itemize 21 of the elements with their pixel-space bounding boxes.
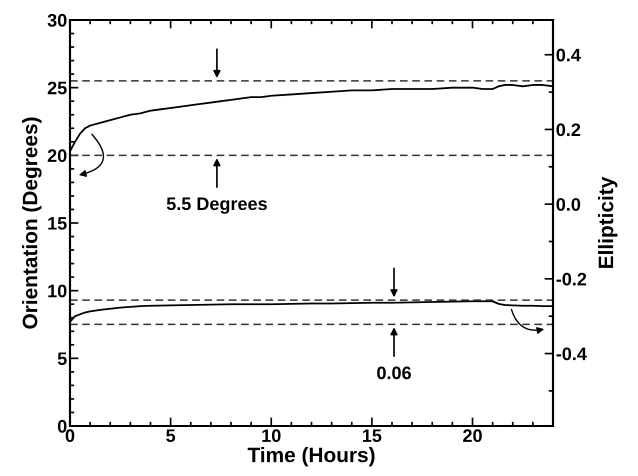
y-tick-label: 30 [48,14,66,27]
y-tick-label: 15 [48,217,67,230]
y2-axis-title: Ellipticity [598,176,618,268]
x-tick-label: 5 [166,429,176,442]
x-axis-title: Time (Hours) [248,447,375,466]
y-tick-label: 10 [48,284,66,298]
y-axis-title: Orientation (Degrees) [22,118,42,329]
x-tick-label: 20 [463,429,482,442]
y-tick-label: 0 [58,420,66,433]
y2-tick-label: 0.2 [556,123,580,136]
y-tick-label: 5 [58,352,67,366]
y2-tick-label: 0.0 [556,198,580,211]
y-tick-label: 20 [48,149,66,162]
y2-tick-label: -0.4 [556,347,587,360]
x-tick-label: 15 [362,429,382,442]
annotation: 5.5 Degrees [166,198,267,214]
annotation: 0.06 [377,366,411,380]
y2-tick-label: 0.4 [556,48,581,62]
y-tick-label: 25 [48,82,67,94]
x-tick-label: 10 [262,429,281,442]
y2-tick-label: -0.2 [556,272,586,286]
